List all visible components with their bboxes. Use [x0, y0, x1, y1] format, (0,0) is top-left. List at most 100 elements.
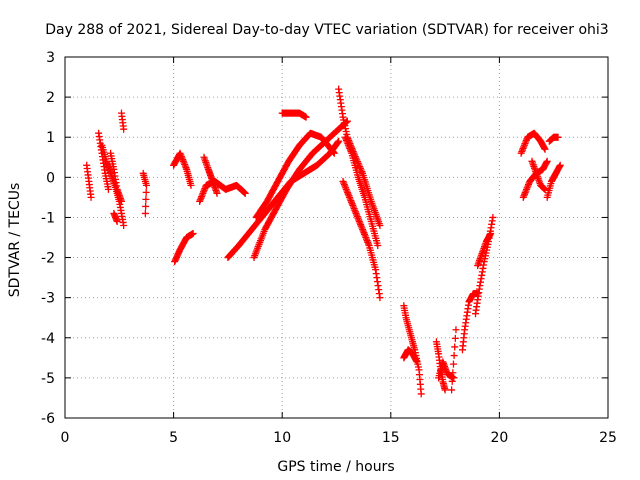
data-point [525, 181, 533, 189]
series-arc-27 [517, 129, 549, 157]
data-point [346, 193, 354, 201]
series-arc-23 [458, 290, 482, 354]
series-arc-29 [528, 157, 549, 193]
data-point [104, 185, 112, 193]
data-point [179, 156, 187, 164]
data-point [344, 140, 352, 148]
data-point [344, 190, 352, 198]
data-point [343, 138, 351, 146]
data-point [142, 195, 150, 203]
data-point [521, 190, 529, 198]
data-point [374, 242, 382, 250]
data-point [197, 194, 205, 202]
data-point [451, 334, 459, 342]
data-point [181, 162, 189, 170]
data-point [518, 148, 526, 156]
data-point [448, 377, 456, 385]
series-arc-07 [139, 169, 150, 217]
data-point [450, 352, 458, 360]
series-arc-26 [448, 326, 460, 394]
data-point [342, 135, 350, 143]
series-arc-06 [110, 209, 121, 225]
x-tick-label: 0 [61, 430, 70, 446]
data-point [120, 221, 128, 229]
series-arc-18 [341, 133, 382, 250]
y-tick-label: 2 [46, 90, 55, 106]
plot-frame [64, 56, 609, 419]
data-point [200, 186, 208, 194]
data-point [351, 208, 359, 216]
data-point [520, 141, 528, 149]
data-point [519, 193, 527, 201]
series-arc-21 [432, 338, 449, 394]
data-point [354, 214, 362, 222]
y-tick-label: 1 [46, 130, 55, 146]
series-arc-15 [278, 109, 310, 121]
y-tick-label: -2 [41, 251, 55, 267]
data-point [521, 140, 529, 148]
series-arc-25 [474, 229, 495, 270]
data-point [181, 160, 189, 168]
data-point [196, 197, 204, 205]
series-arc-14 [252, 129, 338, 221]
series-arc-31 [543, 161, 564, 201]
y-tick-label: -1 [41, 210, 55, 226]
data-point [345, 192, 353, 200]
data-points [83, 85, 564, 398]
data-point [334, 138, 342, 146]
data-point [353, 158, 361, 166]
x-axis-label: GPS time / hours [277, 459, 394, 475]
y-tick-label: 3 [46, 50, 55, 66]
data-point [120, 125, 128, 133]
data-point [335, 137, 343, 145]
data-point [441, 386, 449, 394]
axis-ticks [64, 56, 609, 419]
data-point [330, 148, 338, 156]
y-axis-label: SDTVAR / TECUs [7, 183, 23, 298]
data-point [330, 149, 338, 157]
data-point [349, 201, 357, 209]
data-point [356, 163, 364, 171]
data-point [177, 152, 185, 160]
data-point [360, 229, 368, 237]
data-point [187, 181, 195, 189]
data-point [357, 222, 365, 230]
y-tick-label: 0 [46, 170, 55, 186]
data-point [487, 229, 495, 237]
data-point [198, 193, 206, 201]
data-point [362, 235, 370, 243]
data-point [356, 219, 364, 227]
data-point [452, 326, 460, 334]
data-point [376, 294, 384, 302]
data-point [522, 136, 530, 144]
data-point [178, 154, 186, 162]
data-point [353, 211, 361, 219]
data-point [517, 149, 525, 157]
data-point [352, 209, 360, 217]
x-tick-label: 15 [382, 430, 400, 446]
data-point [142, 188, 150, 196]
data-point [359, 227, 367, 235]
data-point [522, 138, 530, 146]
series-arc-20 [400, 346, 421, 366]
data-point [141, 209, 149, 217]
data-point [346, 146, 354, 154]
data-point [523, 185, 531, 193]
x-tick-label: 5 [169, 430, 178, 446]
data-point [347, 198, 355, 206]
chart-title: Day 288 of 2021, Sidereal Day-to-day VTE… [45, 22, 608, 38]
data-point [358, 224, 366, 232]
data-point [179, 157, 187, 165]
data-point [361, 232, 369, 240]
x-tick-label: 10 [273, 430, 291, 446]
data-point [177, 151, 185, 159]
grid [65, 57, 608, 418]
data-point [363, 237, 371, 245]
data-point [449, 360, 457, 368]
data-point [342, 185, 350, 193]
data-point [142, 181, 150, 189]
data-point [117, 197, 125, 205]
data-point [339, 177, 347, 185]
data-point [87, 193, 95, 201]
